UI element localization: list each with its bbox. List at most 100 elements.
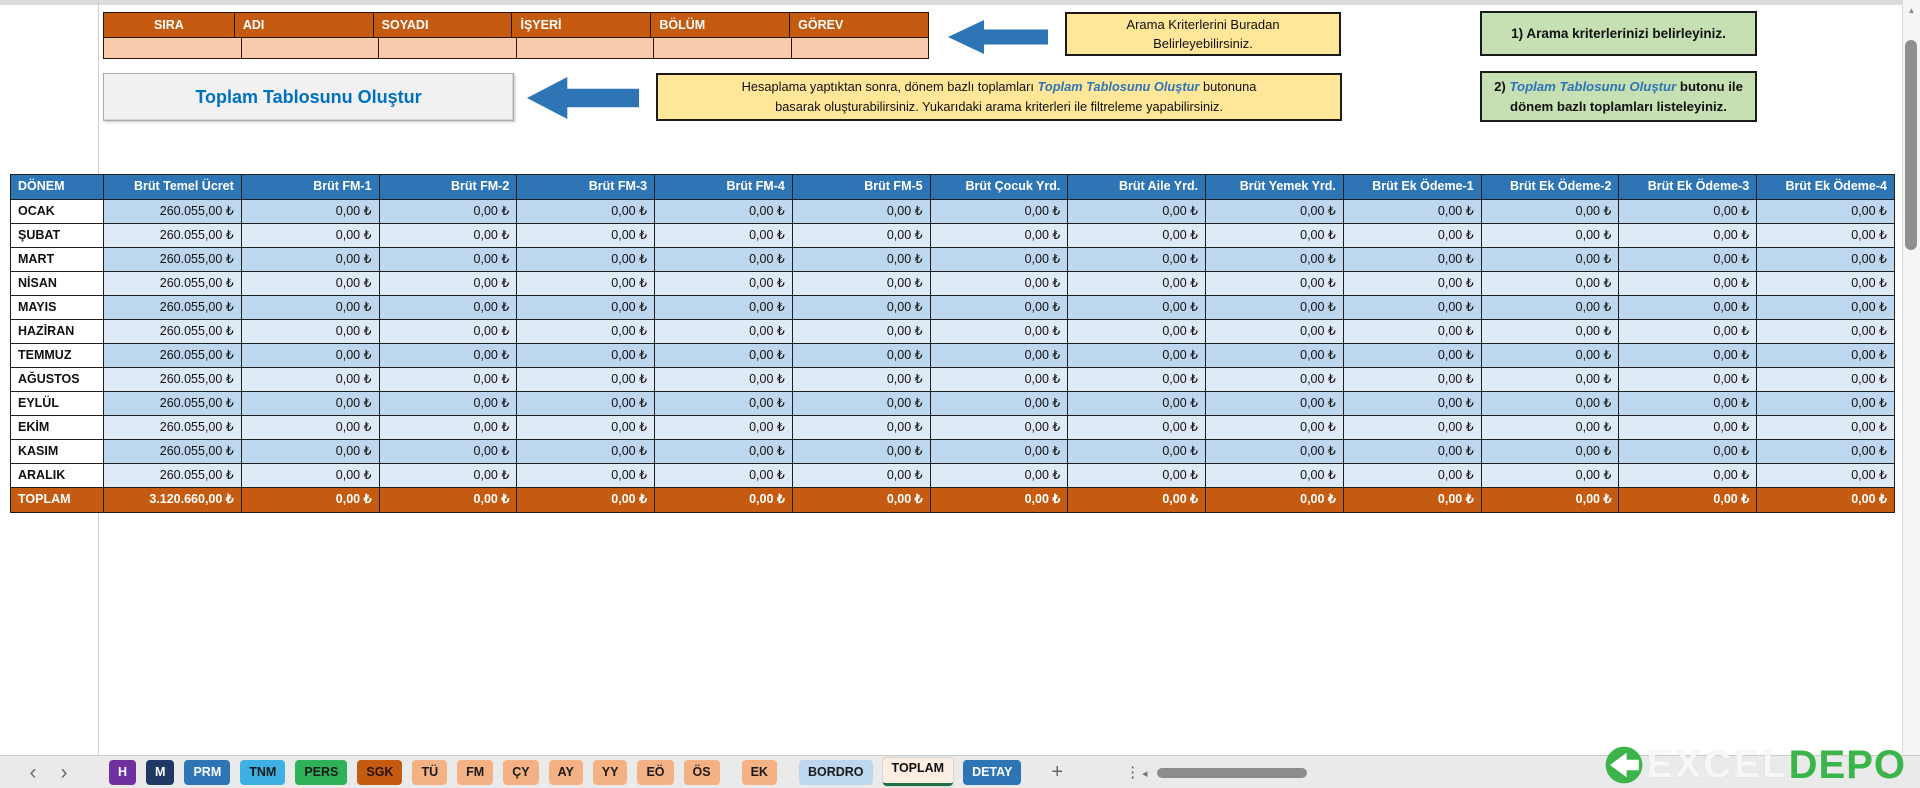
- create-total-table-button[interactable]: Toplam Tablosunu Oluştur: [103, 73, 514, 121]
- value-cell: 0,00 ₺: [1481, 320, 1620, 344]
- button-hint-em: Toplam Tablosunu Oluştur: [1037, 79, 1200, 95]
- value-cell: 0,00 ₺: [930, 464, 1069, 488]
- add-sheet-button[interactable]: +: [1051, 760, 1064, 783]
- pointer-arrow-button-icon: [527, 77, 639, 119]
- value-cell: 0,00 ₺: [241, 320, 380, 344]
- value-cell: 260.055,00 ₺: [104, 416, 242, 440]
- month-cell: MAYIS: [11, 296, 104, 320]
- search-input-col-3[interactable]: [379, 38, 517, 58]
- sheet-tab-ÖS[interactable]: ÖS: [683, 759, 720, 785]
- value-cell: 0,00 ₺: [1757, 272, 1895, 296]
- value-cell: 0,00 ₺: [241, 392, 380, 416]
- hscroll-left-arrow-icon[interactable]: ◂: [1142, 768, 1148, 780]
- value-cell: 0,00 ₺: [379, 344, 518, 368]
- sheet-tab-H[interactable]: H: [109, 759, 137, 785]
- value-cell: 0,00 ₺: [1206, 224, 1344, 248]
- value-cell: 260.055,00 ₺: [104, 248, 242, 272]
- sheet-tab-AY[interactable]: AY: [548, 759, 583, 785]
- button-hint-note: Hesaplama yaptıktan sonra, dönem bazlı t…: [656, 73, 1342, 121]
- search-criteria-table: SIRA ADI SOYADI İŞYERİ BÖLÜM GÖREV: [103, 12, 929, 59]
- hscroll-right-arrow-icon[interactable]: ▸: [1884, 768, 1890, 780]
- value-cell: 0,00 ₺: [1343, 248, 1482, 272]
- value-cell: 0,00 ₺: [1481, 200, 1620, 224]
- top-border-strip: [0, 0, 1902, 5]
- month-cell: ŞUBAT: [11, 224, 104, 248]
- sheet-tab-PRM[interactable]: PRM: [184, 759, 231, 785]
- total-value-cell: 0,00 ₺: [241, 488, 380, 513]
- value-cell: 0,00 ₺: [930, 224, 1069, 248]
- month-cell: HAZİRAN: [11, 320, 104, 344]
- value-cell: 0,00 ₺: [1619, 296, 1758, 320]
- vertical-scroll-thumb[interactable]: [1905, 40, 1917, 250]
- table-header-col-13: Brüt Ek Ödeme-3: [1619, 175, 1758, 200]
- search-input-col-4[interactable]: [516, 38, 654, 58]
- search-hint-line2: Belirleyebilirsiniz.: [1153, 36, 1253, 51]
- value-cell: 260.055,00 ₺: [104, 392, 242, 416]
- total-value-cell: 0,00 ₺: [1757, 488, 1895, 513]
- value-cell: 260.055,00 ₺: [104, 344, 242, 368]
- value-cell: 0,00 ₺: [517, 320, 656, 344]
- search-input-col-2[interactable]: [241, 38, 379, 58]
- month-cell: TEMMUZ: [11, 344, 104, 368]
- step2-note: 2) Toplam Tablosunu Oluştur butonu ile d…: [1480, 71, 1757, 122]
- value-cell: 0,00 ₺: [1206, 440, 1344, 464]
- search-input-col-6[interactable]: [791, 38, 928, 58]
- sheet-tab-ÇY[interactable]: ÇY: [503, 759, 539, 785]
- sheet-tab-M[interactable]: M: [146, 759, 175, 785]
- value-cell: 0,00 ₺: [1343, 224, 1482, 248]
- table-header-col-5: Brüt FM-3: [517, 175, 656, 200]
- value-cell: 0,00 ₺: [379, 200, 518, 224]
- value-cell: 260.055,00 ₺: [104, 224, 242, 248]
- value-cell: 0,00 ₺: [1206, 368, 1344, 392]
- sheet-tab-TOPLAM[interactable]: TOPLAM: [882, 758, 954, 786]
- sheet-tab-TÜ[interactable]: TÜ: [412, 759, 448, 785]
- value-cell: 0,00 ₺: [1757, 320, 1895, 344]
- sheet-tab-YY[interactable]: YY: [592, 759, 628, 785]
- sheet-tab-SGK[interactable]: SGK: [357, 759, 403, 785]
- value-cell: 0,00 ₺: [1068, 200, 1207, 224]
- value-cell: 0,00 ₺: [379, 296, 518, 320]
- value-cell: 0,00 ₺: [1068, 248, 1207, 272]
- value-cell: 0,00 ₺: [1206, 248, 1344, 272]
- sheet-tab-FM[interactable]: FM: [457, 759, 494, 785]
- value-cell: 0,00 ₺: [517, 416, 656, 440]
- value-cell: 0,00 ₺: [1757, 416, 1895, 440]
- sheet-tab-EÖ[interactable]: EÖ: [637, 759, 674, 785]
- vertical-scrollbar[interactable]: ▲: [1902, 0, 1920, 756]
- search-input-col-1[interactable]: [104, 38, 242, 58]
- horizontal-scroll-thumb[interactable]: [1157, 768, 1307, 778]
- value-cell: 0,00 ₺: [792, 272, 931, 296]
- value-cell: 0,00 ₺: [792, 200, 931, 224]
- sheet-tab-BORDRO[interactable]: BORDRO: [798, 759, 873, 785]
- value-cell: 0,00 ₺: [1481, 272, 1620, 296]
- table-row-EYLÜL: EYLÜL 260.055,00 ₺ 0,00 ₺ 0,00 ₺ 0,00 ₺ 0,00 …: [11, 392, 1895, 416]
- total-value-cell: 0,00 ₺: [930, 488, 1069, 513]
- table-row-EKİM: EKİM 260.055,00 ₺ 0,00 ₺ 0,00 ₺ 0,00 ₺ 0,00 ₺…: [11, 416, 1895, 440]
- value-cell: 260.055,00 ₺: [104, 200, 242, 224]
- value-cell: 0,00 ₺: [517, 440, 656, 464]
- value-cell: 0,00 ₺: [1619, 320, 1758, 344]
- value-cell: 0,00 ₺: [1757, 224, 1895, 248]
- sheet-tab-DETAY[interactable]: DETAY: [963, 759, 1022, 785]
- value-cell: 0,00 ₺: [517, 392, 656, 416]
- scroll-up-arrow-icon[interactable]: ▲: [1907, 6, 1916, 15]
- sheet-tab-EK[interactable]: EK: [741, 759, 777, 785]
- value-cell: 0,00 ₺: [241, 272, 380, 296]
- value-cell: 260.055,00 ₺: [104, 320, 242, 344]
- value-cell: 0,00 ₺: [1757, 464, 1895, 488]
- value-cell: 0,00 ₺: [1481, 296, 1620, 320]
- value-cell: 0,00 ₺: [1206, 344, 1344, 368]
- month-cell: OCAK: [11, 200, 104, 224]
- value-cell: 0,00 ₺: [1619, 464, 1758, 488]
- sheet-options-button[interactable]: ⋮: [1125, 764, 1141, 781]
- table-row-OCAK: OCAK 260.055,00 ₺ 0,00 ₺ 0,00 ₺ 0,00 ₺ 0,00 ₺…: [11, 200, 1895, 224]
- search-input-col-5[interactable]: [654, 38, 792, 58]
- prev-sheet-button[interactable]: ‹: [29, 760, 37, 784]
- next-sheet-button[interactable]: ›: [60, 760, 68, 784]
- search-header-col-1: SIRA: [104, 13, 235, 38]
- value-cell: 0,00 ₺: [1619, 368, 1758, 392]
- sheet-tab-PERS[interactable]: PERS: [295, 759, 348, 785]
- value-cell: 0,00 ₺: [1206, 296, 1344, 320]
- sheet-tab-TNM[interactable]: TNM: [240, 759, 286, 785]
- table-header-col-4: Brüt FM-2: [379, 175, 518, 200]
